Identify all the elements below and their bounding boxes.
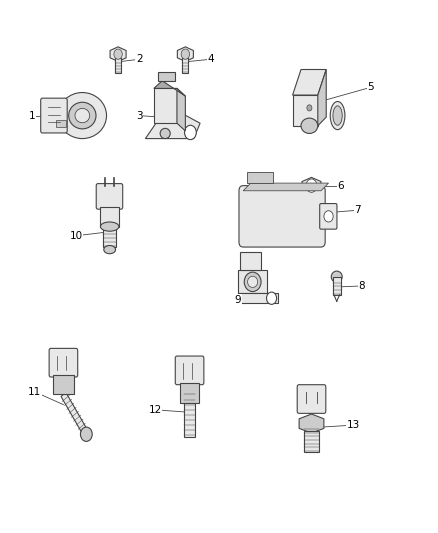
FancyBboxPatch shape [49,349,78,377]
FancyBboxPatch shape [297,385,326,414]
FancyBboxPatch shape [41,98,67,133]
Polygon shape [299,414,324,433]
Polygon shape [293,69,326,95]
Circle shape [307,105,312,111]
Polygon shape [318,69,326,126]
Circle shape [114,49,122,59]
Polygon shape [154,81,185,96]
Bar [184,403,195,437]
Ellipse shape [160,128,170,139]
Circle shape [266,292,277,304]
FancyBboxPatch shape [96,183,123,209]
Polygon shape [61,392,89,437]
Bar [103,227,117,247]
Circle shape [81,427,92,441]
Polygon shape [110,47,126,61]
Text: 7: 7 [354,205,361,215]
Ellipse shape [69,102,96,129]
Polygon shape [158,72,175,81]
Polygon shape [177,88,185,131]
Ellipse shape [100,222,119,231]
Text: 4: 4 [207,54,214,64]
Text: 10: 10 [70,231,83,241]
Text: 5: 5 [367,83,374,92]
Text: 11: 11 [28,387,42,397]
Circle shape [181,49,190,59]
Polygon shape [177,47,193,61]
Bar [182,58,188,73]
Ellipse shape [244,272,261,292]
Text: 6: 6 [338,181,344,191]
Polygon shape [154,88,177,123]
Ellipse shape [104,246,116,254]
FancyBboxPatch shape [320,204,337,229]
FancyBboxPatch shape [247,172,272,183]
Text: 8: 8 [359,281,365,291]
Text: 3: 3 [136,110,142,120]
Polygon shape [238,270,267,293]
Bar [304,431,319,452]
Polygon shape [302,177,321,194]
Text: 9: 9 [235,295,241,305]
Bar [100,207,119,227]
Ellipse shape [75,108,90,123]
Circle shape [184,125,196,140]
Ellipse shape [58,93,106,139]
Bar [115,58,121,73]
Polygon shape [240,252,261,270]
Ellipse shape [330,101,345,130]
Polygon shape [145,113,200,139]
Polygon shape [293,95,318,126]
FancyBboxPatch shape [239,185,325,247]
Text: 13: 13 [347,420,360,430]
Ellipse shape [301,118,318,133]
Ellipse shape [247,276,258,287]
FancyBboxPatch shape [175,356,204,385]
Circle shape [324,211,333,222]
Text: 12: 12 [148,405,162,415]
Bar [53,375,74,394]
Circle shape [306,179,317,192]
Bar [180,383,199,403]
FancyBboxPatch shape [56,119,66,127]
Bar [332,277,341,295]
Text: 1: 1 [28,110,35,120]
Text: 2: 2 [136,54,142,64]
Polygon shape [243,183,328,191]
Ellipse shape [331,271,342,282]
Polygon shape [238,293,278,303]
Ellipse shape [333,106,342,125]
